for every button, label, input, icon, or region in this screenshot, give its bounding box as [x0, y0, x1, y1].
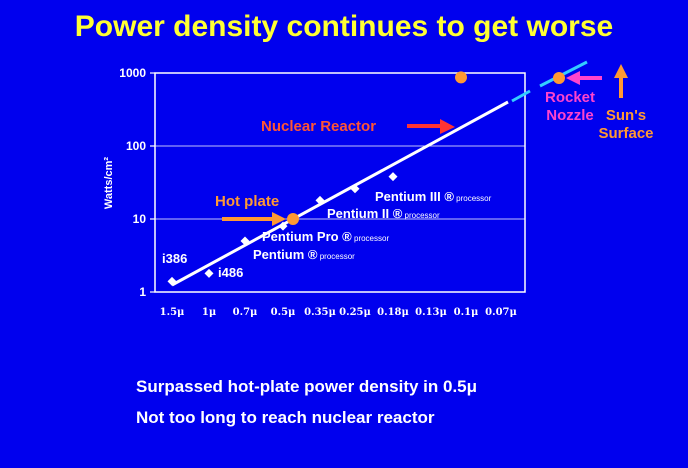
nozzle-label: Nozzle — [546, 107, 594, 124]
y-tick-label-100: 100 — [126, 139, 146, 153]
processor-point-2 — [240, 236, 250, 246]
trend-line — [171, 100, 509, 287]
bullet-nuclear-reactor: Not too long to reach nuclear reactor — [136, 408, 435, 427]
processor-label-0: i386 — [162, 251, 187, 266]
hot-plate-label: Hot plate — [215, 193, 279, 210]
x-tick-label-8: 0.1μ — [454, 307, 479, 318]
processor-point-5 — [350, 184, 360, 194]
x-tick-label-9: 0.07μ — [485, 307, 517, 318]
x-tick-label-5: 0.25μ — [339, 307, 371, 318]
surface-label: Surface — [598, 125, 653, 142]
processor-label-2: Pentium ® processor — [253, 247, 355, 262]
y-tick-label-10: 10 — [133, 212, 147, 226]
x-tick-label-1: 1μ — [202, 307, 216, 318]
rocket-nozzle-arrow-head — [566, 71, 580, 85]
nuclear-reactor-label: Nuclear Reactor — [261, 118, 376, 135]
processor-point-0 — [167, 276, 177, 286]
processor-label-5: Pentium III ® processor — [375, 189, 492, 204]
y-tick-label-1000: 1000 — [119, 66, 146, 80]
x-tick-label-0: 1.5μ — [160, 307, 185, 318]
trend-extension-line — [539, 60, 588, 88]
bullet-hot-plate: Surpassed hot-plate power density in 0.5… — [136, 377, 478, 396]
processor-label-4: Pentium II ® processor — [327, 206, 440, 221]
processor-point-1 — [204, 268, 214, 278]
processor-label-1: i486 — [218, 265, 243, 280]
processor-label-3: Pentium Pro ® processor — [262, 229, 389, 244]
slide-title: Power density continues to get worse — [74, 10, 614, 43]
y-tick-label-1: 1 — [139, 285, 146, 299]
rocket-nozzle-point — [553, 72, 565, 84]
sun-label: Sun's — [606, 107, 646, 124]
nuclear-reactor-arrow-head — [440, 119, 455, 134]
processor-point-3 — [278, 221, 288, 231]
plot-frame — [154, 72, 526, 293]
sun-surface-arrow-head — [614, 64, 628, 78]
rocket-label: Rocket — [545, 89, 595, 106]
hot-plate-arrow-head — [272, 212, 286, 226]
processor-point-6 — [388, 172, 398, 182]
x-tick-label-3: 0.5μ — [271, 307, 296, 318]
x-tick-label-6: 0.18μ — [377, 307, 409, 318]
nuclear-reactor-point — [455, 71, 467, 84]
x-tick-label-2: 0.7μ — [233, 307, 258, 318]
x-tick-label-4: 0.35μ — [304, 307, 336, 318]
hot-plate-point — [287, 213, 299, 225]
processor-point-4 — [315, 195, 325, 205]
x-tick-label-7: 0.13μ — [415, 307, 447, 318]
y-axis-label: Watts/cm² — [103, 157, 115, 209]
trend-extension-segment — [511, 89, 531, 103]
